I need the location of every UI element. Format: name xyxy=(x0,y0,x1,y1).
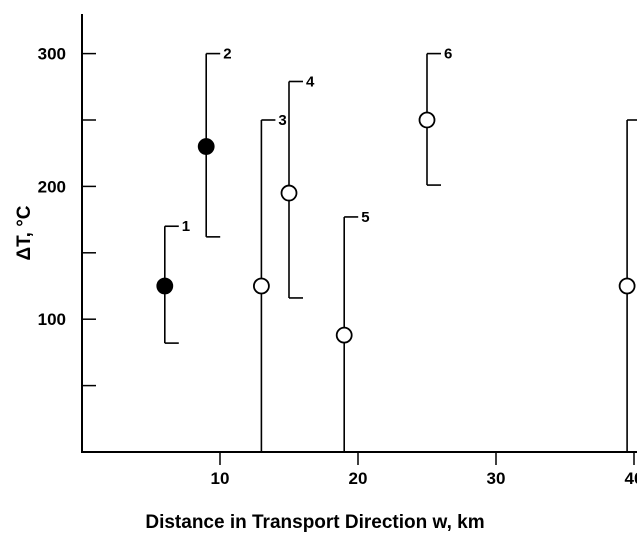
point-label: 6 xyxy=(444,46,452,63)
x-axis-label: Distance in Transport Direction w, km xyxy=(145,512,484,533)
y-tick-label: 100 xyxy=(38,310,66,329)
data-point-7: 7 xyxy=(618,119,637,452)
data-point-4: 4 xyxy=(280,73,315,299)
data-point-3: 3 xyxy=(252,112,287,452)
x-tick-label: 20 xyxy=(349,469,368,488)
data-marks: 1 2 3 4 5 6 7 xyxy=(156,46,637,452)
y-axis-label: ΔT, °C xyxy=(14,205,35,260)
marker-open xyxy=(252,277,270,295)
axes xyxy=(81,14,637,453)
marker-filled xyxy=(156,277,174,295)
y-tick-label: 200 xyxy=(38,177,66,196)
ticks: 10 20 30 40 100 200 300 xyxy=(38,45,637,488)
data-point-6: 6 xyxy=(418,46,452,186)
marker-open xyxy=(418,111,436,129)
marker-open xyxy=(618,277,636,295)
data-point-2: 2 xyxy=(197,46,232,238)
marker-filled xyxy=(197,138,215,155)
data-point-5: 5 xyxy=(335,209,370,452)
point-label: 4 xyxy=(306,73,315,90)
x-tick-label: 30 xyxy=(487,469,506,488)
x-tick-label: 40 xyxy=(625,469,637,488)
point-label: 3 xyxy=(278,112,286,129)
y-tick-label: 300 xyxy=(38,45,66,64)
x-tick-label: 10 xyxy=(211,469,230,488)
data-point-1: 1 xyxy=(156,218,190,344)
marker-open xyxy=(335,326,353,344)
marker-open xyxy=(280,184,298,202)
point-label: 2 xyxy=(223,46,231,63)
point-label: 1 xyxy=(182,218,190,235)
point-label: 5 xyxy=(361,209,369,226)
